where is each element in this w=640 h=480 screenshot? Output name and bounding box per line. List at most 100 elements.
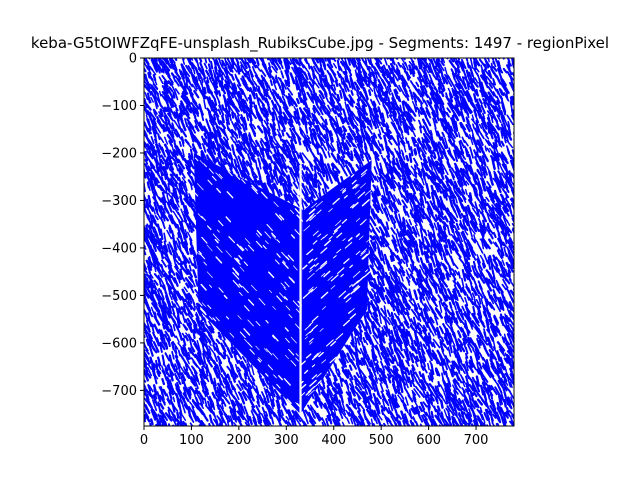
- segment-stroke: [406, 190, 410, 197]
- segment-stroke: [152, 82, 159, 91]
- segment-stroke: [314, 178, 318, 189]
- segment-stroke: [373, 261, 380, 271]
- segment-stroke: [487, 290, 492, 300]
- segment-stroke: [150, 67, 157, 76]
- segment-stroke: [437, 330, 442, 339]
- segment-stroke: [407, 224, 414, 235]
- segment-stroke: [487, 125, 491, 134]
- segment-stroke: [394, 305, 400, 316]
- segment-stroke: [456, 67, 461, 74]
- segment-stroke: [347, 369, 354, 381]
- segment-stroke: [418, 245, 425, 255]
- segment-stroke: [406, 83, 411, 89]
- segment-stroke: [159, 170, 163, 177]
- segment-stroke: [499, 249, 504, 259]
- segment-stroke: [413, 219, 418, 226]
- segment-stroke: [433, 167, 439, 178]
- segment-stroke: [434, 160, 439, 167]
- segment-stroke: [192, 374, 197, 382]
- segment-stroke: [402, 77, 407, 88]
- segment-stroke: [180, 63, 187, 76]
- segment-stroke: [394, 170, 402, 181]
- segment-stroke: [415, 342, 421, 351]
- segment-stroke: [193, 324, 197, 334]
- segment-stroke: [337, 368, 341, 376]
- segment-stroke: [369, 114, 376, 127]
- segment-stroke: [166, 307, 171, 316]
- segment-stroke: [152, 87, 157, 99]
- segment-stroke: [154, 265, 157, 272]
- segment-stroke: [459, 201, 465, 212]
- segment-stroke: [391, 374, 398, 382]
- segment-stroke: [323, 163, 329, 173]
- segment-stroke: [508, 256, 514, 270]
- segment-stroke: [171, 85, 176, 92]
- segment-stroke: [482, 377, 487, 386]
- segment-stroke: [249, 58, 257, 69]
- segment-stroke: [398, 232, 404, 241]
- segment-stroke: [503, 198, 508, 207]
- segment-stroke: [300, 199, 305, 211]
- segment-stroke: [192, 74, 197, 83]
- segment-stroke: [429, 262, 434, 275]
- segment-stroke: [213, 113, 217, 121]
- segment-stroke: [355, 163, 361, 170]
- segment-stroke: [152, 108, 158, 115]
- segment-stroke: [247, 114, 253, 121]
- segment-stroke: [408, 113, 413, 122]
- segment-stroke: [481, 373, 489, 383]
- segment-stroke: [251, 170, 258, 179]
- segment-stroke: [376, 306, 381, 315]
- segment-stroke: [415, 179, 421, 190]
- segment-stroke: [485, 277, 491, 285]
- segment-stroke: [293, 100, 298, 108]
- segment-stroke: [466, 265, 472, 273]
- segment-stroke: [443, 316, 448, 325]
- segment-stroke: [222, 142, 229, 150]
- segment-stroke: [373, 91, 378, 98]
- segment-stroke: [304, 165, 308, 171]
- segment-stroke: [150, 306, 156, 318]
- segment-stroke: [472, 305, 476, 316]
- segment-stroke: [482, 311, 486, 317]
- segment-stroke: [348, 349, 355, 361]
- segment-stroke: [428, 73, 435, 86]
- segment-stroke: [313, 165, 318, 179]
- segment-stroke: [442, 368, 446, 376]
- segment-stroke: [479, 319, 486, 328]
- segment-stroke: [393, 296, 400, 310]
- segment-stroke: [202, 144, 207, 153]
- segment-stroke: [340, 358, 348, 368]
- segment-stroke: [161, 74, 169, 85]
- segment-stroke: [407, 267, 414, 275]
- segment-stroke: [402, 111, 407, 118]
- segment-stroke: [421, 167, 426, 180]
- segment-stroke: [338, 358, 345, 368]
- segment-stroke: [442, 221, 447, 231]
- segment-stroke: [500, 154, 509, 165]
- segment-stroke: [477, 272, 486, 284]
- segment-stroke: [506, 139, 514, 149]
- segment-stroke: [424, 73, 432, 85]
- segment-stroke: [393, 194, 400, 205]
- segment-stroke: [391, 355, 395, 365]
- segment-stroke: [476, 254, 481, 264]
- segment-stroke: [243, 165, 250, 176]
- segment-stroke: [300, 169, 307, 180]
- segment-stroke: [508, 73, 514, 81]
- segment-stroke: [150, 96, 154, 103]
- segment-stroke: [455, 101, 459, 109]
- segment-stroke: [443, 185, 449, 197]
- segment-stroke: [167, 302, 173, 315]
- segment-stroke: [430, 184, 435, 195]
- segment-stroke: [236, 91, 245, 104]
- segment-stroke: [397, 116, 402, 126]
- segment-stroke: [167, 80, 173, 86]
- segment-stroke: [411, 63, 416, 75]
- segment-stroke: [465, 90, 473, 102]
- segment-stroke: [418, 75, 423, 83]
- segment-stroke: [259, 58, 263, 62]
- segment-stroke: [162, 314, 170, 326]
- segment-stroke: [437, 141, 440, 147]
- segment-stroke: [263, 113, 269, 122]
